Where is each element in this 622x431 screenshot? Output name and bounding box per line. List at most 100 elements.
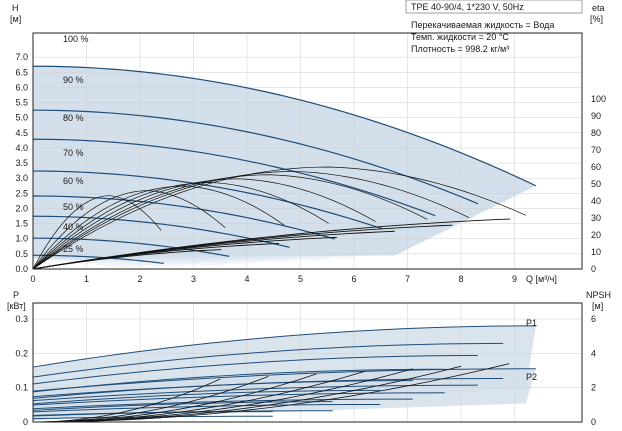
npsh-tick-label: 2 [591, 383, 596, 393]
head-curve-70 [32, 170, 383, 230]
power-axis-symbol: P [13, 290, 19, 300]
npsh-curve [32, 363, 510, 423]
npsh-axis-unit: [м] [592, 301, 603, 311]
p1-curve-90 [32, 342, 504, 378]
power-panel: 0 0.1 0.2 0.3 0 2 4 6 P [кВт] NPSH [м] P1 P2 [7, 290, 611, 427]
npsh-tick-label: 4 [591, 348, 596, 358]
p2-curve-70 [32, 392, 445, 406]
eta-curve-40 [32, 190, 226, 270]
flow-tick-label: 6 [351, 274, 356, 284]
head-axis-symbol: H [12, 3, 19, 13]
p2-curve-50 [32, 403, 381, 413]
power-axis-ticks: 0 0.1 0.2 0.3 0 2 4 6 [15, 314, 596, 427]
eta-tick-label: 10 [591, 247, 601, 257]
speed-label-50: 50 % [63, 202, 84, 212]
eta-curve-100 [32, 166, 526, 270]
p1-curve-80 [32, 354, 478, 385]
head-tick-label: 2.0 [15, 203, 28, 213]
flow-tick-label: 1 [84, 274, 89, 284]
speed-label-25: 25 % [63, 244, 84, 254]
head-plot-frame [32, 32, 583, 270]
flow-tick-label: 5 [298, 274, 303, 284]
eta-curve-70 [32, 178, 376, 270]
eta-tick-label: 50 [591, 179, 601, 189]
head-curve-50 [32, 215, 290, 248]
pump-model-title: TPE 40-90/4, 1*230 V, 50Hz [411, 2, 524, 12]
head-panel: 0 1 2 3 4 5 6 7 8 9 0.0 0.5 1.0 1.5 2.0 2.5 3.0 3.5 4.0 4.5… [10, 0, 606, 284]
eta-tick-label: 30 [591, 213, 601, 223]
eta-axis-unit: [%] [590, 14, 603, 24]
p2-curve-80 [32, 384, 478, 402]
eta-tick-label: 20 [591, 230, 601, 240]
flow-tick-label: 2 [137, 274, 142, 284]
p2-curve-90 [32, 377, 504, 398]
npsh-tick-label: 6 [591, 314, 596, 324]
speed-label-80: 80 % [63, 113, 84, 123]
flow-tick-label: 8 [458, 274, 463, 284]
speed-label-100: 100 % [63, 34, 89, 44]
flow-tick-label: 4 [244, 274, 249, 284]
speed-label-70: 70 % [63, 148, 84, 158]
head-tick-label: 2.5 [15, 188, 28, 198]
temperature-info: Темп. жидкости = 20 °C [411, 32, 509, 42]
band-100 [33, 66, 536, 259]
eta-tick-label: 90 [591, 111, 601, 121]
head-axis-unit: [м] [10, 14, 21, 24]
p1-label: P1 [526, 318, 537, 328]
head-tick-label: 1.0 [15, 234, 28, 244]
power-tick-label: 0.1 [15, 383, 28, 393]
eta-tick-label: 40 [591, 196, 601, 206]
head-tick-label: 0.0 [15, 264, 28, 274]
head-tick-label: 1.5 [15, 219, 28, 229]
info-title-box [405, 0, 583, 14]
eta-tick-label: 60 [591, 162, 601, 172]
head-axis-ticks: 0 1 2 3 4 5 6 7 8 9 0.0 0.5 1.0 1.5 2.0 2.5 3.0 3.5 4.0 4.5… [15, 52, 606, 284]
head-tick-label: 3.0 [15, 173, 28, 183]
head-curve-60 [32, 195, 335, 240]
eta-curve-50 [32, 185, 285, 270]
power-tick-label: 0.3 [15, 314, 28, 324]
eta-tick-label: 100 [591, 94, 606, 104]
flow-axis-label: Q [м³/ч] [526, 274, 557, 284]
eta-tick-label: 80 [591, 128, 601, 138]
p2-curve-100 [32, 368, 536, 392]
eta-curve-80 [32, 174, 428, 270]
head-curve-25 [32, 254, 164, 264]
speed-label-60: 60 % [63, 176, 84, 186]
band-60 [33, 195, 335, 265]
head-tick-label: 6.5 [15, 67, 28, 77]
npsh-axis-symbol: NPSH [586, 290, 611, 300]
power-tick-label: 0 [23, 417, 28, 427]
speed-label-40: 40 % [63, 222, 84, 232]
band-25 [33, 255, 164, 269]
power-axis-unit: [кВт] [7, 301, 26, 311]
info-box: TPE 40-90/4, 1*230 V, 50Hz Перекачиваема… [405, 0, 583, 54]
density-info: Плотность = 998.2 кг/м³ [411, 44, 509, 54]
speed-labels: 100 % 90 % 80 % 70 % 60 % 50 % 40 % 25 % [63, 34, 89, 254]
eta-axis-symbol: eta [592, 3, 605, 13]
npsh-curves [32, 363, 510, 423]
efficiency-curves [32, 166, 526, 270]
eta-curve-60 [32, 182, 329, 270]
p2-curve-60 [32, 398, 413, 410]
head-curve-100 [32, 65, 537, 187]
band-40 [33, 238, 230, 267]
head-tick-label: 5.0 [15, 113, 28, 123]
head-tick-label: 6.0 [15, 82, 28, 92]
flow-tick-label: 0 [30, 274, 35, 284]
eta-low-curve [32, 218, 511, 270]
power-tick-label: 0.2 [15, 348, 28, 358]
head-tick-label: 4.5 [15, 128, 28, 138]
eta-tick-label: 0 [591, 264, 596, 274]
head-tick-label: 3.5 [15, 158, 28, 168]
head-tick-label: 5.5 [15, 98, 28, 108]
p2-label: P2 [526, 372, 537, 382]
flow-tick-label: 3 [191, 274, 196, 284]
head-tick-label: 0.5 [15, 249, 28, 259]
band-90 [33, 110, 479, 259]
speed-label-90: 90 % [63, 75, 84, 85]
head-tick-label: 4.0 [15, 143, 28, 153]
eta-curve-25 [32, 195, 162, 270]
fluid-info: Перекачиваемая жидкость = Вода [411, 20, 554, 30]
